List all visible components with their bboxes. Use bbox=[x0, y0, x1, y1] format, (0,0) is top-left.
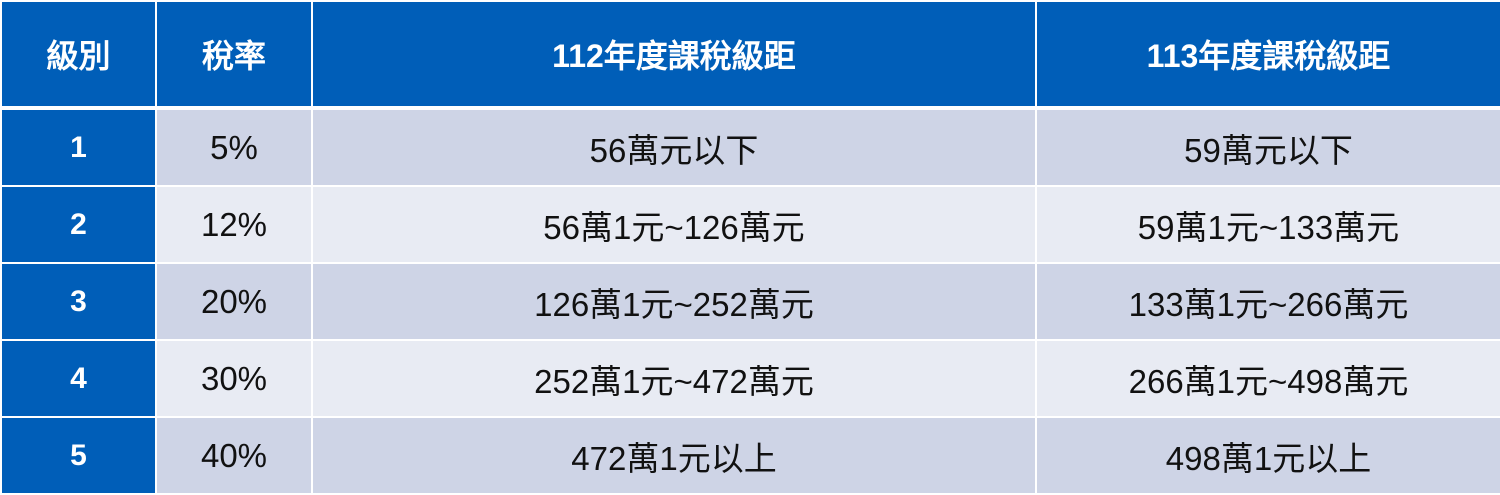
bracket-112-cell: 126萬1元~252萬元 bbox=[311, 262, 1037, 341]
level-cell: 1 bbox=[0, 107, 157, 187]
level-cell: 4 bbox=[0, 339, 157, 418]
table-row: 5 40% 472萬1元以上 498萬1元以上 bbox=[0, 416, 1500, 495]
header-level: 級別 bbox=[0, 0, 157, 109]
bracket-113-cell: 59萬1元~133萬元 bbox=[1035, 185, 1500, 264]
table-row: 3 20% 126萬1元~252萬元 133萬1元~266萬元 bbox=[0, 262, 1500, 341]
table-row: 2 12% 56萬1元~126萬元 59萬1元~133萬元 bbox=[0, 185, 1500, 264]
level-cell: 3 bbox=[0, 262, 157, 341]
header-112-brackets: 112年度課稅級距 bbox=[311, 0, 1037, 109]
table-row: 1 5% 56萬元以下 59萬元以下 bbox=[0, 107, 1500, 187]
bracket-113-cell: 498萬1元以上 bbox=[1035, 416, 1500, 495]
bracket-112-cell: 472萬1元以上 bbox=[311, 416, 1037, 495]
level-cell: 5 bbox=[0, 416, 157, 495]
rate-cell: 5% bbox=[155, 107, 313, 187]
level-cell: 2 bbox=[0, 185, 157, 264]
header-row: 級別 稅率 112年度課稅級距 113年度課稅級距 bbox=[0, 0, 1500, 109]
table-row: 4 30% 252萬1元~472萬元 266萬1元~498萬元 bbox=[0, 339, 1500, 418]
bracket-112-cell: 56萬元以下 bbox=[311, 107, 1037, 187]
rate-cell: 12% bbox=[155, 185, 313, 264]
bracket-113-cell: 266萬1元~498萬元 bbox=[1035, 339, 1500, 418]
header-113-brackets: 113年度課稅級距 bbox=[1035, 0, 1500, 109]
rate-cell: 30% bbox=[155, 339, 313, 418]
bracket-113-cell: 59萬元以下 bbox=[1035, 107, 1500, 187]
header-rate: 稅率 bbox=[155, 0, 313, 109]
bracket-112-cell: 56萬1元~126萬元 bbox=[311, 185, 1037, 264]
bracket-113-cell: 133萬1元~266萬元 bbox=[1035, 262, 1500, 341]
rate-cell: 40% bbox=[155, 416, 313, 495]
rate-cell: 20% bbox=[155, 262, 313, 341]
bracket-112-cell: 252萬1元~472萬元 bbox=[311, 339, 1037, 418]
